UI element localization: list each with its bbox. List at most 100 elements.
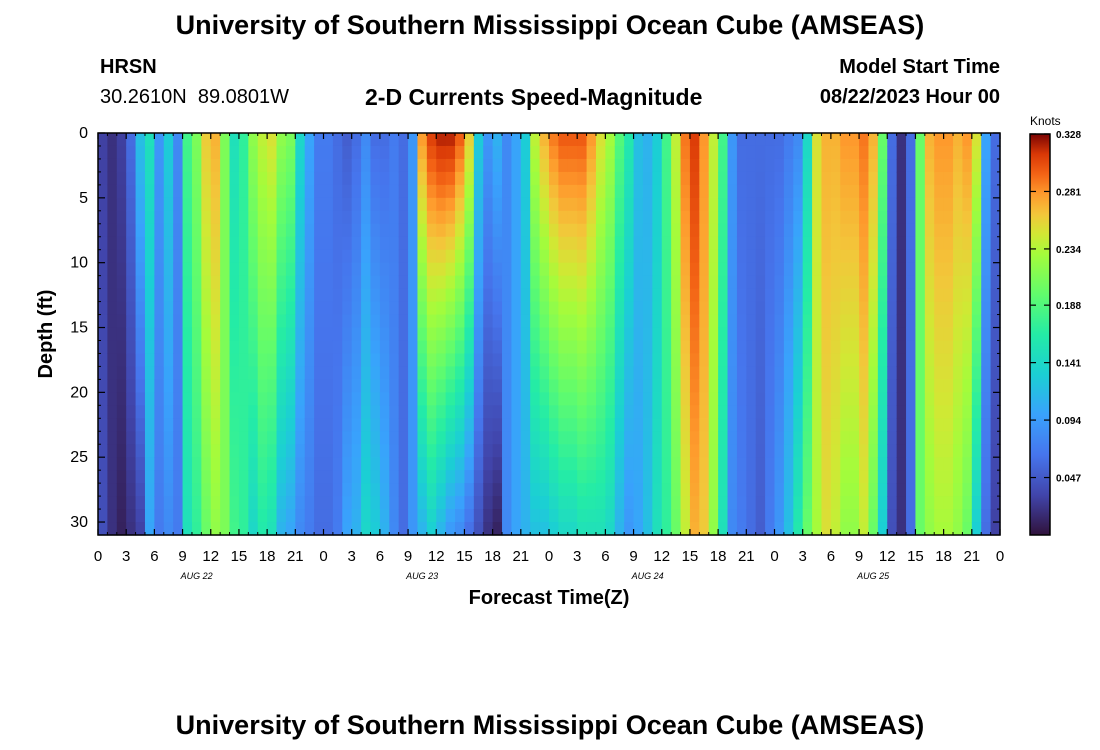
- heatmap-cell: [276, 405, 287, 419]
- heatmap-cell: [953, 171, 964, 186]
- heatmap-cell: [821, 301, 832, 316]
- heatmap-cell: [351, 366, 362, 380]
- heatmap-cell: [689, 171, 700, 186]
- heatmap-cell: [962, 470, 973, 484]
- heatmap-cell: [605, 210, 616, 225]
- heatmap-cell: [135, 236, 146, 251]
- heatmap-cell: [191, 470, 202, 484]
- heatmap-cell: [98, 509, 108, 523]
- heatmap-cell: [614, 249, 625, 264]
- heatmap-cell: [107, 457, 118, 471]
- heatmap-cell: [558, 301, 569, 316]
- heatmap-cell: [135, 379, 146, 393]
- heatmap-cell: [567, 522, 578, 536]
- heatmap-cell: [511, 275, 522, 290]
- heatmap-cell: [389, 522, 400, 536]
- heatmap-cell: [934, 275, 945, 290]
- heatmap-cell: [586, 353, 597, 368]
- heatmap-cell: [154, 236, 165, 251]
- heatmap-cell: [144, 171, 155, 186]
- heatmap-cell: [953, 197, 964, 212]
- heatmap-cell: [389, 301, 400, 316]
- heatmap-cell: [520, 392, 531, 406]
- heatmap-cell: [398, 249, 409, 264]
- heatmap-cell: [455, 262, 466, 277]
- heatmap-cell: [436, 210, 447, 225]
- heatmap-cell: [642, 301, 653, 316]
- heatmap-cell: [116, 392, 127, 406]
- heatmap-cell: [934, 431, 945, 445]
- heatmap-cell: [736, 249, 747, 264]
- heatmap-cell: [614, 327, 625, 342]
- heatmap-cell: [520, 145, 531, 160]
- heatmap-cell: [953, 418, 964, 432]
- heatmap-cell: [689, 210, 700, 225]
- heatmap-cell: [530, 353, 541, 368]
- heatmap-cell: [295, 171, 306, 186]
- heatmap-cell: [736, 133, 747, 147]
- heatmap-cell: [877, 184, 888, 199]
- heatmap-cell: [652, 366, 663, 380]
- heatmap-cell: [859, 353, 870, 368]
- heatmap-cell: [849, 379, 860, 393]
- heatmap-cell: [849, 444, 860, 458]
- heatmap-cell: [765, 301, 776, 316]
- heatmap-cell: [173, 457, 184, 471]
- heatmap-cell: [971, 392, 982, 406]
- heatmap-cell: [511, 353, 522, 368]
- heatmap-cell: [868, 249, 879, 264]
- heatmap-cell: [567, 509, 578, 523]
- heatmap-cell: [840, 236, 851, 251]
- heatmap-cell: [342, 496, 353, 510]
- heatmap-cell: [774, 327, 785, 342]
- heatmap-cell: [586, 457, 597, 471]
- heatmap-cell: [549, 366, 559, 380]
- heatmap-cell: [586, 340, 597, 355]
- heatmap-cell: [971, 314, 982, 329]
- heatmap-cell: [830, 314, 841, 329]
- heatmap-cell: [389, 444, 400, 458]
- heatmap-cell: [483, 288, 494, 303]
- heatmap-cell: [314, 457, 325, 471]
- heatmap-cell: [332, 457, 343, 471]
- heatmap-cell: [191, 275, 202, 290]
- heatmap-cell: [455, 171, 466, 186]
- heatmap-cell: [530, 444, 541, 458]
- heatmap-cell: [549, 457, 559, 471]
- heatmap-cell: [868, 483, 879, 497]
- heatmap-cell: [455, 418, 466, 432]
- heatmap-cell: [473, 496, 484, 510]
- heatmap-cell: [877, 249, 888, 264]
- heatmap-cell: [802, 275, 813, 290]
- heatmap-cell: [361, 392, 372, 406]
- heatmap-cell: [408, 236, 419, 251]
- heatmap-cell: [229, 457, 240, 471]
- x-tick-label: 12: [428, 548, 445, 565]
- heatmap-cell: [915, 197, 926, 212]
- heatmap-cell: [248, 171, 259, 186]
- heatmap-cell: [511, 431, 522, 445]
- heatmap-cell: [943, 379, 954, 393]
- heatmap-cell: [614, 522, 625, 536]
- heatmap-cell: [455, 522, 466, 536]
- heatmap-cell: [915, 288, 926, 303]
- heatmap-cell: [342, 133, 353, 147]
- heatmap-cell: [915, 184, 926, 199]
- heatmap-cell: [173, 405, 184, 419]
- heatmap-cell: [943, 236, 954, 251]
- station-name: HRSN: [100, 56, 157, 78]
- heatmap-cell: [436, 171, 447, 186]
- heatmap-cell: [173, 288, 184, 303]
- heatmap-cell: [595, 301, 606, 316]
- heatmap-cell: [859, 314, 870, 329]
- heatmap-cell: [783, 366, 794, 380]
- heatmap-cell: [144, 457, 155, 471]
- heatmap-cell: [445, 301, 456, 316]
- heatmap-cell: [595, 314, 606, 329]
- heatmap-cell: [962, 431, 973, 445]
- heatmap-cell: [990, 314, 1001, 329]
- heatmap-cell: [144, 522, 155, 536]
- heatmap-cell: [783, 327, 794, 342]
- heatmap-cell: [464, 496, 475, 510]
- heatmap-cell: [727, 366, 738, 380]
